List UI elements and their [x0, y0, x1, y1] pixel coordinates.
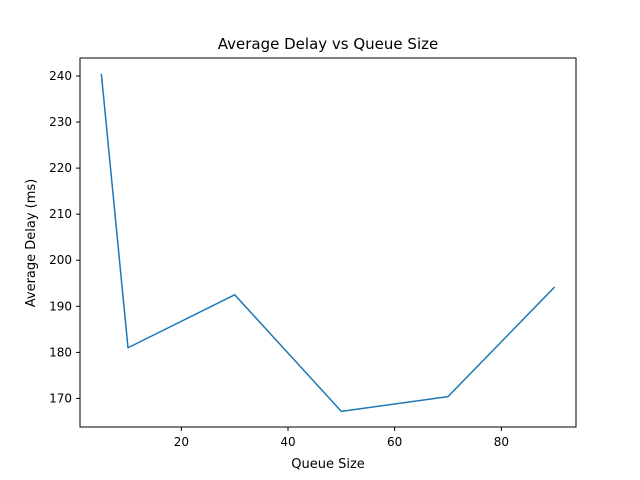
y-axis-ticks: 170 180 190 200 210 220 230 240	[49, 69, 80, 405]
chart-title: Average Delay vs Queue Size	[218, 35, 438, 53]
y-tick-label: 180	[49, 345, 72, 359]
plot-frame	[79, 57, 577, 428]
y-axis-label: Average Delay (ms)	[24, 179, 39, 308]
x-tick-label: 60	[387, 435, 402, 449]
x-axis-ticks: 20 40 60 80	[174, 427, 509, 449]
x-tick-label: 20	[174, 435, 189, 449]
y-tick-label: 190	[49, 299, 72, 313]
y-tick-label: 210	[49, 207, 72, 221]
x-tick-label: 80	[494, 435, 509, 449]
x-tick-label: 40	[280, 435, 295, 449]
x-axis-label: Queue Size	[291, 457, 365, 472]
y-tick-label: 200	[49, 253, 72, 267]
series-line-0	[100, 73, 556, 413]
y-tick-label: 170	[49, 391, 72, 405]
plot-area	[79, 57, 577, 428]
y-tick-label: 220	[49, 161, 72, 175]
y-tick-label: 230	[49, 115, 72, 129]
y-tick-label: 240	[49, 69, 72, 83]
